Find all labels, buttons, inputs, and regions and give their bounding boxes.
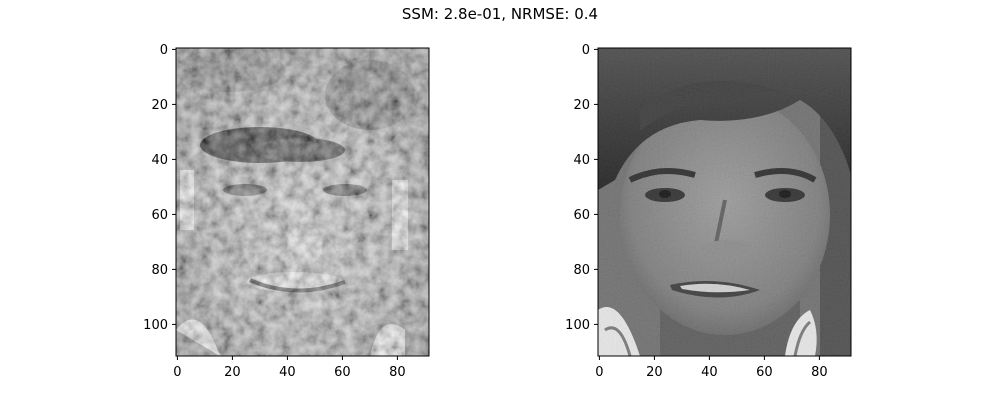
x-tick-label: 40 xyxy=(701,365,718,380)
y-tick-label: 0 xyxy=(582,43,590,58)
x-tick-label: 20 xyxy=(224,365,241,380)
y-tick-label: 20 xyxy=(573,98,590,113)
reconstruction-y-ticks: 0 20 40 60 80 100 xyxy=(143,43,176,333)
reconstructed-face-image xyxy=(176,48,429,356)
y-tick-label: 100 xyxy=(565,318,590,333)
x-tick-label: 0 xyxy=(595,365,603,380)
x-tick-label: 20 xyxy=(646,365,663,380)
original-face-image xyxy=(598,48,851,356)
x-tick-label: 80 xyxy=(389,365,406,380)
x-tick-label: 40 xyxy=(279,365,296,380)
x-tick-label: 80 xyxy=(811,365,828,380)
x-tick-label: 60 xyxy=(334,365,351,380)
x-tick-label: 0 xyxy=(173,365,181,380)
reconstruction-x-ticks: 0 20 40 60 80 xyxy=(173,356,406,380)
y-tick-label: 60 xyxy=(151,208,168,223)
y-tick-label: 40 xyxy=(151,153,168,168)
y-tick-label: 80 xyxy=(573,263,590,278)
original-y-ticks: 0 20 40 60 80 100 xyxy=(565,43,598,333)
y-tick-label: 60 xyxy=(573,208,590,223)
figure-title: SSM: 2.8e-01, NRMSE: 0.4 xyxy=(401,5,599,23)
y-tick-label: 100 xyxy=(143,318,168,333)
original-x-ticks: 0 20 40 60 80 xyxy=(595,356,828,380)
y-tick-label: 20 xyxy=(151,98,168,113)
x-tick-label: 60 xyxy=(756,365,773,380)
y-tick-label: 40 xyxy=(573,153,590,168)
y-tick-label: 80 xyxy=(151,263,168,278)
y-tick-label: 0 xyxy=(160,43,168,58)
